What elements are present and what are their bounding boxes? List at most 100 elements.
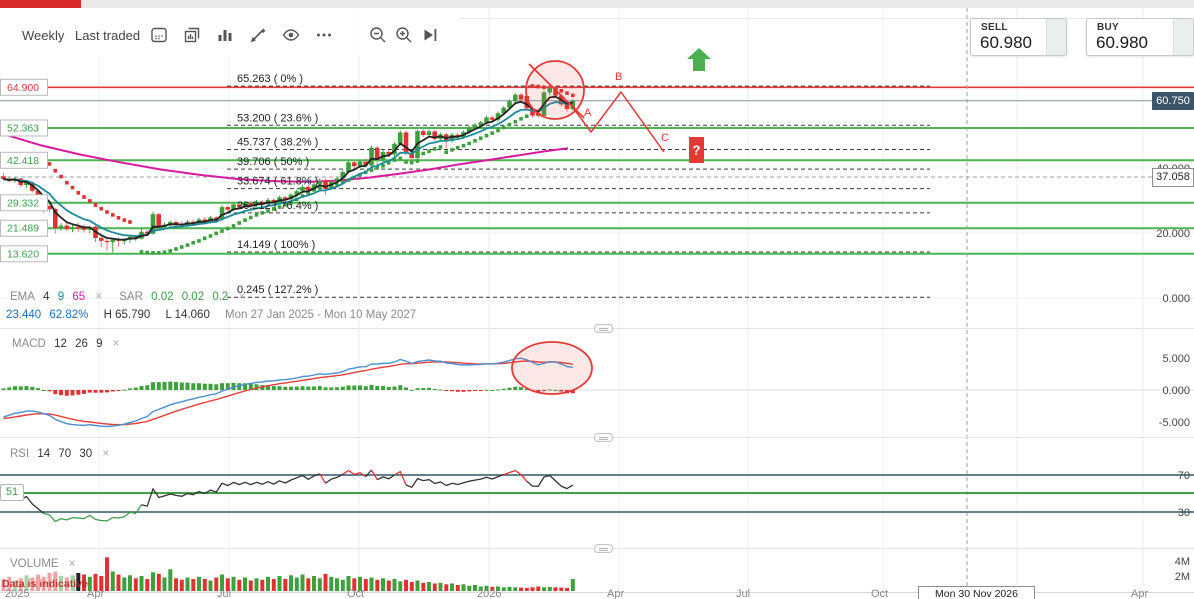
macd-histogram-bar xyxy=(501,388,506,390)
macd-histogram-bar xyxy=(248,384,253,390)
macd-histogram-bar xyxy=(191,383,196,390)
macd-param-2: 26 xyxy=(75,338,88,350)
sar-dot xyxy=(111,213,115,217)
macd-histogram-bar xyxy=(162,381,167,390)
sar-remove-icon[interactable]: × xyxy=(238,291,246,303)
ema-remove-icon[interactable]: × xyxy=(95,291,103,303)
zoom-out-icon[interactable] xyxy=(368,25,388,45)
panel-resize-handle-rsi[interactable] xyxy=(594,433,613,442)
macd-remove-icon[interactable]: × xyxy=(112,338,120,350)
sar-dot xyxy=(191,241,195,245)
volume-bar xyxy=(151,572,155,592)
volume-bar xyxy=(208,580,213,591)
candle-body xyxy=(392,143,397,155)
panel-resize-handle-macd[interactable] xyxy=(594,324,613,333)
indicators-icon[interactable] xyxy=(215,25,235,45)
sar-dot xyxy=(409,160,414,165)
rsi-name: RSI xyxy=(10,448,30,460)
macd-histogram-bar xyxy=(386,386,391,390)
chart-type-icon[interactable] xyxy=(182,25,202,45)
macd-histogram-bar xyxy=(300,386,305,390)
sar-param-1: 0.02 xyxy=(151,291,174,303)
volume-bar xyxy=(225,578,230,592)
macd-histogram-bar xyxy=(484,389,489,391)
macd-indicator-legend[interactable]: MACD 12 26 9 × xyxy=(12,338,133,350)
buy-ticket-button[interactable]: BUY 60.980 xyxy=(1086,18,1194,56)
buy-label: BUY xyxy=(1097,22,1120,33)
sar-dot xyxy=(340,180,345,185)
sar-dot xyxy=(392,158,397,162)
sar-dot xyxy=(53,168,58,173)
sar-dot xyxy=(237,221,241,225)
macd-histogram-bar xyxy=(289,386,293,390)
macd-histogram-bar xyxy=(139,386,144,390)
sar-dot xyxy=(559,89,564,93)
candle-body xyxy=(472,124,478,128)
volume-bar xyxy=(185,577,190,591)
volume-bar xyxy=(496,586,500,591)
volume-axis-tick: 2M xyxy=(1175,571,1190,583)
sell-ticket-button[interactable]: SELL 60.980 xyxy=(970,18,1067,56)
volume-bar xyxy=(358,576,362,592)
macd-histogram-bar xyxy=(93,390,98,393)
go-to-latest-icon[interactable] xyxy=(420,25,440,45)
zoom-in-icon[interactable] xyxy=(394,25,414,45)
macd-histogram-bar xyxy=(133,387,138,390)
candle-body xyxy=(409,153,414,158)
candle-body xyxy=(484,117,489,123)
volume-bar xyxy=(519,587,523,591)
rsi-line xyxy=(405,473,505,488)
ema-indicator-legend[interactable]: EMA 4 9 65 × SAR 0.02 0.02 0.2 × xyxy=(10,291,259,303)
price-type-selector[interactable]: Last traded xyxy=(75,28,141,43)
macd-histogram-bar xyxy=(266,385,270,390)
macd-histogram-bar xyxy=(398,385,403,390)
sar-dot xyxy=(335,183,339,187)
candle-body xyxy=(524,96,530,109)
candle-body xyxy=(156,214,161,227)
sar-param-2: 0.02 xyxy=(181,291,205,303)
rsi-remove-icon[interactable]: × xyxy=(102,448,110,460)
price-low: L 14.060 xyxy=(165,309,210,321)
macd-histogram-bar xyxy=(473,390,477,391)
macd-histogram-bar xyxy=(41,390,46,391)
volume-indicator-legend[interactable]: VOLUME × xyxy=(10,558,90,570)
candle-body xyxy=(507,101,512,108)
macd-histogram-bar xyxy=(507,387,512,390)
price-level-label-box xyxy=(0,194,48,212)
macd-histogram-bar xyxy=(306,386,311,390)
rsi-indicator-legend[interactable]: RSI 14 70 30 × xyxy=(10,448,123,460)
volume-remove-icon[interactable]: × xyxy=(68,558,76,570)
panel-resize-handle-volume[interactable] xyxy=(594,544,613,553)
sar-dot xyxy=(260,211,264,215)
candle-body xyxy=(449,134,455,141)
sar-dot xyxy=(530,84,535,88)
candle-body xyxy=(64,225,70,230)
sar-dot xyxy=(415,159,420,163)
drawing-tools-icon[interactable] xyxy=(248,25,268,45)
interval-selector[interactable]: Weekly xyxy=(22,28,65,43)
volume-axis-tick: 4M xyxy=(1175,556,1190,568)
ema4-line xyxy=(3,95,573,241)
rsi-line xyxy=(319,473,327,484)
price-level-label: 52.363 xyxy=(7,122,39,134)
volume-bar xyxy=(346,576,351,591)
volume-name: VOLUME xyxy=(10,558,59,570)
view-eye-icon[interactable] xyxy=(281,25,301,45)
sar-dot xyxy=(467,141,471,146)
more-options-icon[interactable] xyxy=(314,25,334,45)
chart-toolbar: Weekly Last traded xyxy=(0,8,460,56)
sar-dot xyxy=(47,162,52,166)
macd-histogram-bar xyxy=(156,382,161,390)
annotation-up-arrow xyxy=(687,48,711,71)
price-level-label-box xyxy=(0,78,48,96)
macd-line xyxy=(3,357,573,428)
macd-histogram-bar xyxy=(312,386,316,390)
price-level-label: 21.489 xyxy=(7,223,39,235)
volume-bar xyxy=(289,575,293,592)
candle-body xyxy=(24,182,29,185)
chart-settings-icon[interactable] xyxy=(149,25,169,45)
sar-dot xyxy=(254,213,259,217)
volume-bar xyxy=(306,578,311,592)
candle-body xyxy=(478,122,483,125)
